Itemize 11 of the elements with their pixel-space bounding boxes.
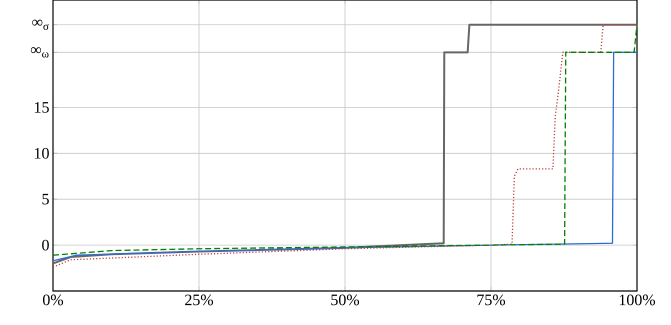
x-tick-label: 0% — [42, 294, 64, 306]
x-tick-label: 25% — [185, 294, 214, 306]
x-tick-label: 50% — [331, 294, 360, 306]
x-tick-label: 75% — [477, 294, 506, 306]
y-tick-label: 5 — [42, 194, 49, 204]
y-tick-label: ∞$_{ω}$ — [30, 47, 49, 58]
y-tick-label: 10 — [34, 148, 49, 159]
y-tick-label: 15 — [34, 102, 49, 113]
y-tick-label: 0 — [42, 240, 49, 250]
x-tick-label: 100% — [620, 294, 656, 306]
y-tick-label: ∞$_{σ}$ — [32, 20, 49, 30]
